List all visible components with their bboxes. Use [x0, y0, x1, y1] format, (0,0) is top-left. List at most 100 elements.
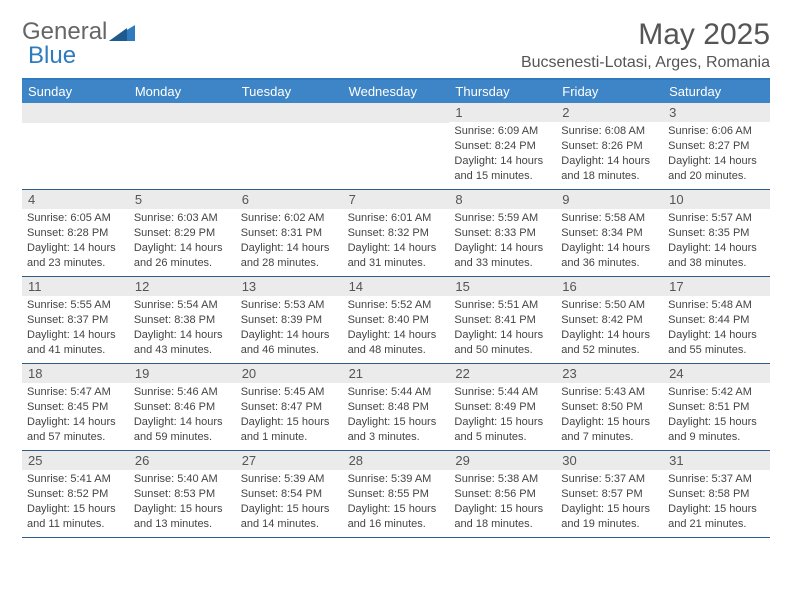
day-cell: 7Sunrise: 6:01 AMSunset: 8:32 PMDaylight…	[343, 190, 450, 276]
sunset-text: Sunset: 8:34 PM	[561, 226, 658, 241]
daylight-text: Daylight: 14 hours and 28 minutes.	[241, 241, 338, 271]
day-number: 12	[129, 277, 236, 296]
day-cell: 18 Sunrise: 5:47 AMSunset: 8:45 PMDayligh…	[22, 364, 129, 450]
day-cell: 6Sunrise: 6:02 AMSunset: 8:31 PMDaylight…	[236, 190, 343, 276]
day-details: Sunrise: 5:59 AMSunset: 8:33 PMDaylight:…	[449, 209, 556, 274]
day-number: 19	[129, 364, 236, 383]
daylight-text: Daylight: 14 hours and 48 minutes.	[348, 328, 445, 358]
day-details: Sunrise: 6:02 AMSunset: 8:31 PMDaylight:…	[236, 209, 343, 274]
day-number: 18	[22, 364, 129, 383]
sunrise-text: Sunrise: 6:03 AM	[134, 211, 231, 226]
day-cell: 20Sunrise: 5:45 AMSunset: 8:47 PMDayligh…	[236, 364, 343, 450]
sunset-text: Sunset: 8:50 PM	[561, 400, 658, 415]
empty-cell	[22, 103, 129, 189]
sunrise-text: Sunrise: 5:59 AM	[454, 211, 551, 226]
day-details: Sunrise: 6:05 AMSunset: 8:28 PMDaylight:…	[22, 209, 129, 274]
sunset-text: Sunset: 8:44 PM	[668, 313, 765, 328]
day-number: 6	[236, 190, 343, 209]
day-number: 20	[236, 364, 343, 383]
sunrise-text: Sunrise: 5:47 AM	[27, 385, 124, 400]
daylight-text: Daylight: 14 hours and 26 minutes.	[134, 241, 231, 271]
sunset-text: Sunset: 8:39 PM	[241, 313, 338, 328]
day-number: 31	[663, 451, 770, 470]
day-number: 15	[449, 277, 556, 296]
sunrise-text: Sunrise: 6:02 AM	[241, 211, 338, 226]
daylight-text: Daylight: 14 hours and 20 minutes.	[668, 154, 765, 184]
sunrise-text: Sunrise: 5:38 AM	[454, 472, 551, 487]
day-number: 23	[556, 364, 663, 383]
daylight-text: Daylight: 14 hours and 36 minutes.	[561, 241, 658, 271]
day-details	[236, 123, 343, 183]
day-cell: 14Sunrise: 5:52 AMSunset: 8:40 PMDayligh…	[343, 277, 450, 363]
sunrise-text: Sunrise: 6:01 AM	[348, 211, 445, 226]
day-number: 13	[236, 277, 343, 296]
sunset-text: Sunset: 8:32 PM	[348, 226, 445, 241]
sunrise-text: Sunrise: 5:37 AM	[668, 472, 765, 487]
day-number: 2	[556, 103, 663, 122]
day-details: Sunrise: 6:06 AMSunset: 8:27 PMDaylight:…	[663, 122, 770, 187]
week-row: 25Sunrise: 5:41 AMSunset: 8:52 PMDayligh…	[22, 451, 770, 538]
day-cell: 16Sunrise: 5:50 AMSunset: 8:42 PMDayligh…	[556, 277, 663, 363]
logo-blue-row: Blue	[28, 42, 76, 70]
weekday-sunday: Sunday	[22, 80, 129, 103]
weekday-tuesday: Tuesday	[236, 80, 343, 103]
sunset-text: Sunset: 8:47 PM	[241, 400, 338, 415]
day-details: Sunrise: 5:57 AMSunset: 8:35 PMDaylight:…	[663, 209, 770, 274]
sunrise-text: Sunrise: 5:43 AM	[561, 385, 658, 400]
day-details: Sunrise: 6:09 AMSunset: 8:24 PMDaylight:…	[449, 122, 556, 187]
day-details: Sunrise: 5:45 AMSunset: 8:47 PMDaylight:…	[236, 383, 343, 448]
day-details: Sunrise: 5:44 AMSunset: 8:49 PMDaylight:…	[449, 383, 556, 448]
day-cell: 27Sunrise: 5:39 AMSunset: 8:54 PMDayligh…	[236, 451, 343, 537]
sunrise-text: Sunrise: 5:48 AM	[668, 298, 765, 313]
sunset-text: Sunset: 8:28 PM	[27, 226, 124, 241]
day-details: Sunrise: 5:48 AMSunset: 8:44 PMDaylight:…	[663, 296, 770, 361]
day-details	[129, 123, 236, 183]
sunset-text: Sunset: 8:46 PM	[134, 400, 231, 415]
month-title: May 2025	[521, 18, 770, 52]
sunrise-text: Sunrise: 5:40 AM	[134, 472, 231, 487]
header: General May 2025 Bucsenesti-Lotasi, Arge…	[22, 18, 770, 72]
sunset-text: Sunset: 8:40 PM	[348, 313, 445, 328]
sunset-text: Sunset: 8:45 PM	[27, 400, 124, 415]
sunrise-text: Sunrise: 5:42 AM	[668, 385, 765, 400]
sunrise-text: Sunrise: 5:39 AM	[241, 472, 338, 487]
day-number: 5	[129, 190, 236, 209]
day-number: 16	[556, 277, 663, 296]
day-cell: 10Sunrise: 5:57 AMSunset: 8:35 PMDayligh…	[663, 190, 770, 276]
day-cell: 21Sunrise: 5:44 AMSunset: 8:48 PMDayligh…	[343, 364, 450, 450]
sunset-text: Sunset: 8:57 PM	[561, 487, 658, 502]
weekday-header-row: SundayMondayTuesdayWednesdayThursdayFrid…	[22, 80, 770, 103]
sunrise-text: Sunrise: 5:51 AM	[454, 298, 551, 313]
sunset-text: Sunset: 8:51 PM	[668, 400, 765, 415]
day-cell: 8Sunrise: 5:59 AMSunset: 8:33 PMDaylight…	[449, 190, 556, 276]
sunset-text: Sunset: 8:41 PM	[454, 313, 551, 328]
day-cell: 17Sunrise: 5:48 AMSunset: 8:44 PMDayligh…	[663, 277, 770, 363]
sunrise-text: Sunrise: 5:39 AM	[348, 472, 445, 487]
sunset-text: Sunset: 8:24 PM	[454, 139, 551, 154]
day-details: Sunrise: 5:51 AMSunset: 8:41 PMDaylight:…	[449, 296, 556, 361]
day-cell: 9Sunrise: 5:58 AMSunset: 8:34 PMDaylight…	[556, 190, 663, 276]
day-number: 30	[556, 451, 663, 470]
daylight-text: Daylight: 14 hours and 38 minutes.	[668, 241, 765, 271]
day-number: 10	[663, 190, 770, 209]
day-details: Sunrise: 5:42 AMSunset: 8:51 PMDaylight:…	[663, 383, 770, 448]
day-details: Sunrise: 5:53 AMSunset: 8:39 PMDaylight:…	[236, 296, 343, 361]
daylight-text: Daylight: 14 hours and 57 minutes.	[27, 415, 124, 445]
day-details: Sunrise: 5:39 AMSunset: 8:55 PMDaylight:…	[343, 470, 450, 535]
day-details: Sunrise: 6:08 AMSunset: 8:26 PMDaylight:…	[556, 122, 663, 187]
sunset-text: Sunset: 8:55 PM	[348, 487, 445, 502]
title-block: May 2025 Bucsenesti-Lotasi, Arges, Roman…	[521, 18, 770, 72]
sunrise-text: Sunrise: 5:52 AM	[348, 298, 445, 313]
sunrise-text: Sunrise: 5:58 AM	[561, 211, 658, 226]
calendar: SundayMondayTuesdayWednesdayThursdayFrid…	[22, 78, 770, 538]
daylight-text: Daylight: 14 hours and 55 minutes.	[668, 328, 765, 358]
day-cell: 13Sunrise: 5:53 AMSunset: 8:39 PMDayligh…	[236, 277, 343, 363]
day-details: Sunrise: 5:50 AMSunset: 8:42 PMDaylight:…	[556, 296, 663, 361]
sunset-text: Sunset: 8:33 PM	[454, 226, 551, 241]
day-details: Sunrise: 6:03 AMSunset: 8:29 PMDaylight:…	[129, 209, 236, 274]
week-row: 11Sunrise: 5:55 AMSunset: 8:37 PMDayligh…	[22, 277, 770, 364]
day-number	[129, 103, 236, 123]
daylight-text: Daylight: 14 hours and 52 minutes.	[561, 328, 658, 358]
daylight-text: Daylight: 14 hours and 15 minutes.	[454, 154, 551, 184]
sunset-text: Sunset: 8:31 PM	[241, 226, 338, 241]
